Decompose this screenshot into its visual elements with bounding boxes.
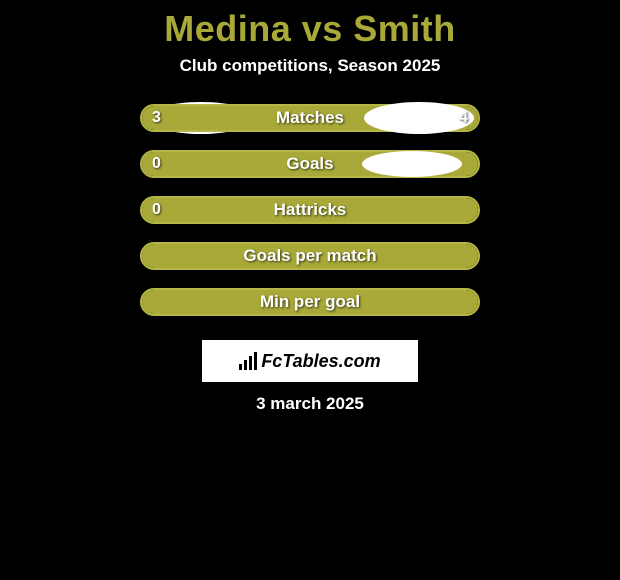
logo: FcTables.com (239, 351, 380, 372)
stats-list: 3 Matches 4 0 Goals 0 Hattricks Goals per match… (140, 104, 480, 334)
player-right-avatar (362, 151, 462, 177)
stat-row: Min per goal (140, 288, 480, 316)
stat-value-left: 3 (152, 109, 161, 127)
stat-label: Hattricks (274, 200, 347, 220)
chart-icon (239, 352, 257, 370)
stat-label: Min per goal (260, 292, 360, 312)
stat-value-right: 4 (459, 109, 468, 127)
comparison-infographic: Medina vs Smith Club competitions, Seaso… (0, 0, 620, 414)
player-right-avatar (364, 102, 474, 134)
stat-row: 0 Goals (140, 150, 480, 178)
logo-text: FcTables.com (261, 351, 380, 372)
stat-bar: 0 Hattricks (140, 196, 480, 224)
stat-row: 3 Matches 4 (140, 104, 480, 132)
stat-bar: Min per goal (140, 288, 480, 316)
stat-label: Goals per match (243, 246, 376, 266)
page-subtitle: Club competitions, Season 2025 (180, 56, 441, 76)
stat-label: Goals (286, 154, 333, 174)
stat-bar: Goals per match (140, 242, 480, 270)
page-title: Medina vs Smith (164, 8, 456, 50)
stat-fill-left (142, 106, 283, 130)
stat-value-left: 0 (152, 155, 161, 173)
logo-box: FcTables.com (202, 340, 418, 382)
stat-row: Goals per match (140, 242, 480, 270)
stat-value-left: 0 (152, 201, 161, 219)
date-text: 3 march 2025 (256, 394, 364, 414)
stat-row: 0 Hattricks (140, 196, 480, 224)
stat-label: Matches (276, 108, 344, 128)
